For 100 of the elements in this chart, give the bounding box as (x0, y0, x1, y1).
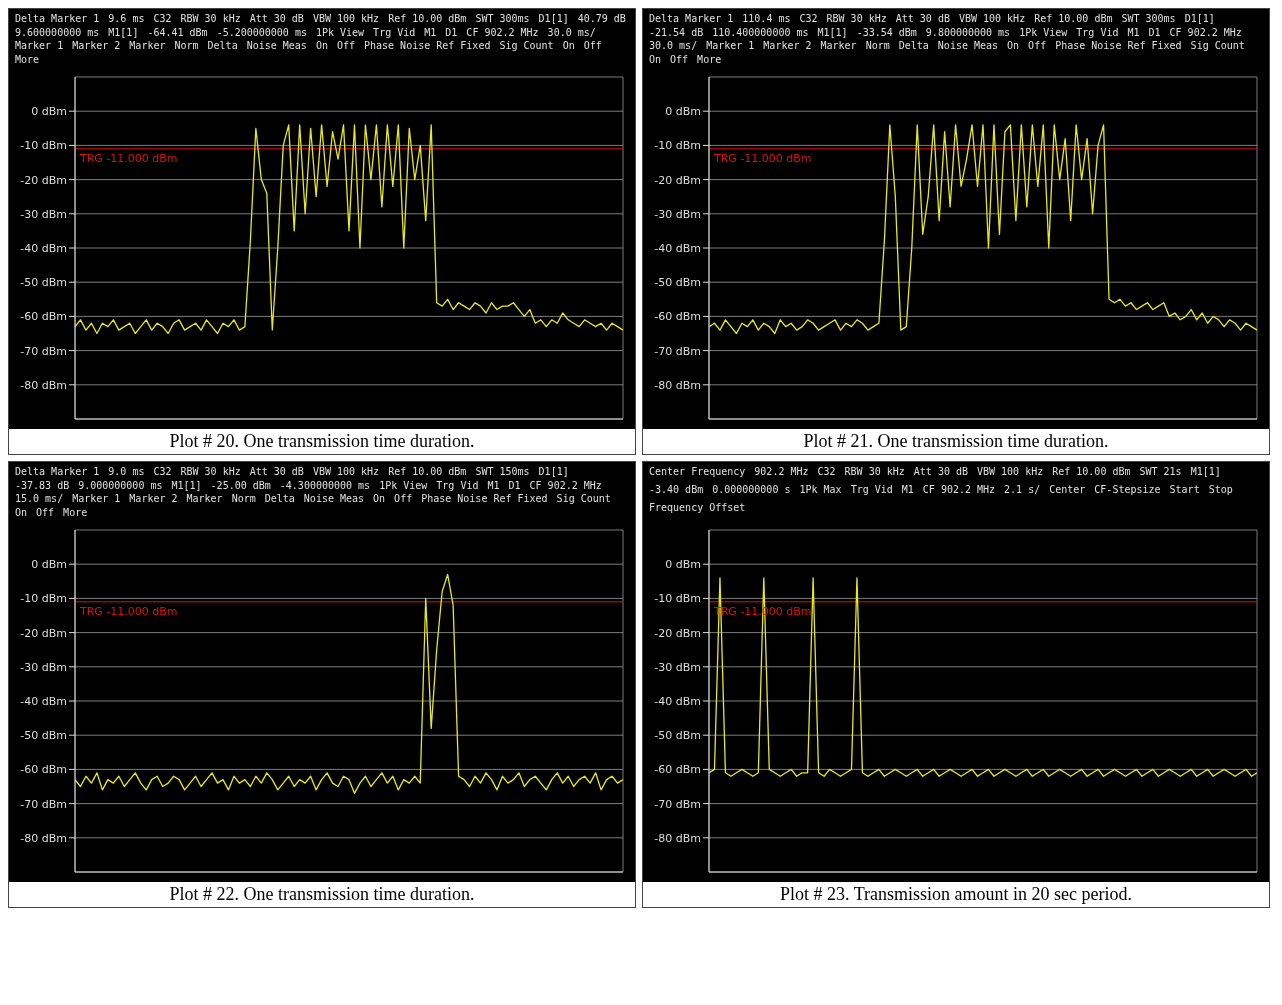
text: More (697, 53, 722, 65)
text: 2.1 s/ (1004, 484, 1041, 497)
y-tick-label: -20 dBm (20, 626, 67, 640)
text: Ref 10.00 dBm (1052, 466, 1131, 479)
text: Marker 2 (72, 40, 121, 52)
text: 1Pk View (1019, 26, 1068, 38)
y-tick-label: -10 dBm (654, 592, 701, 606)
text: Norm (174, 40, 199, 52)
text: RBW 30 kHz (180, 466, 241, 478)
text: 1Pk View (379, 479, 428, 491)
text: Frequency Offset (649, 502, 746, 515)
text: 9.800000000 ms (925, 26, 1011, 38)
y-tick-label: -70 dBm (20, 797, 67, 811)
text: -4.300000000 ms (279, 479, 371, 491)
text: Marker (820, 40, 857, 52)
text: Norm (865, 40, 890, 52)
y-tick-label: -20 dBm (654, 626, 701, 640)
text: Marker (129, 40, 166, 52)
text: Stop (1208, 484, 1233, 497)
text: Noise Meas (246, 40, 307, 52)
ref-line-label: TRG -11.000 dBm (79, 151, 178, 165)
text: D1[1] (1184, 13, 1215, 25)
text: SWT 150ms (475, 466, 530, 478)
y-tick-label: -60 dBm (20, 310, 67, 324)
text: Delta (898, 40, 929, 52)
text: D1 (445, 26, 458, 38)
text: Trg Vid (1076, 26, 1119, 38)
y-tick-label: -30 dBm (20, 660, 67, 674)
text: Phase Noise Ref Fixed (364, 40, 491, 52)
text: 15.0 ms/ (15, 493, 64, 505)
text: On (649, 53, 662, 65)
y-tick-label: -80 dBm (654, 378, 701, 392)
text: M1[1] (1190, 466, 1221, 479)
line-series (75, 573, 623, 794)
text: D1[1] (538, 13, 569, 25)
y-tick-label: -20 dBm (654, 173, 701, 187)
text: RBW 30 kHz (180, 13, 241, 25)
text: Center (1049, 484, 1086, 497)
text: Att 30 dB (249, 13, 304, 25)
line-series (709, 577, 1257, 777)
text: 30.0 ms/ (649, 40, 698, 52)
text: On (315, 40, 328, 52)
y-tick-label: -10 dBm (20, 592, 67, 606)
text: -64.41 dBm (147, 26, 208, 38)
text: C32 (817, 466, 836, 479)
text: Start (1169, 484, 1200, 497)
text: 0.000000000 s (712, 484, 791, 497)
text: SWT 21s (1139, 466, 1182, 479)
line-series (75, 124, 623, 335)
y-tick-label: -20 dBm (20, 173, 67, 187)
text: SWT 300ms (1121, 13, 1176, 25)
text: Trg Vid (436, 479, 479, 491)
text: -3.40 dBm (649, 484, 704, 497)
text: M1 (1127, 26, 1140, 38)
text: D1[1] (538, 466, 569, 478)
text: More (63, 506, 88, 518)
text: Att 30 dB (913, 466, 968, 479)
text: Off (583, 40, 602, 52)
text: M1[1] (108, 26, 139, 38)
text: Phase Noise Ref Fixed (421, 493, 548, 505)
text: More (15, 53, 40, 65)
text: VBW 100 kHz (976, 466, 1044, 479)
text: Phase Noise Ref Fixed (1055, 40, 1182, 52)
text: 9.0 ms (108, 466, 145, 478)
text: Delta Marker 1 (649, 13, 734, 25)
text: D1 (508, 479, 521, 491)
text: -5.200000000 ms (216, 26, 307, 38)
text: Trg Vid (373, 26, 416, 38)
y-tick-label: -80 dBm (20, 378, 67, 392)
text: Off (394, 493, 413, 505)
line-series (709, 124, 1257, 335)
text: Plot # 23. Transmission amount in 20 sec period. (643, 882, 1269, 907)
text: 1Pk Max (799, 484, 842, 497)
y-tick-label: -50 dBm (20, 729, 67, 743)
text: -25.00 dBm (210, 479, 271, 491)
text: Marker 2 (763, 40, 812, 52)
text: Delta Marker 1 (15, 466, 100, 478)
text: RBW 30 kHz (844, 466, 905, 479)
text: 30.0 ms/ (547, 26, 596, 38)
text: VBW 100 kHz (312, 13, 380, 25)
text: 9.000000000 ms (78, 479, 163, 491)
text: 110.400000000 ms (712, 26, 809, 38)
text: Off (336, 40, 355, 52)
text: -21.54 dB (649, 26, 704, 38)
text: C32 (153, 13, 172, 25)
text: Center Frequency (649, 466, 746, 479)
text: 110.4 ms (742, 13, 791, 25)
text: CF 902.2 MHz (1169, 26, 1242, 38)
text: 1Pk View (315, 26, 365, 38)
y-tick-label: -40 dBm (20, 241, 67, 255)
y-tick-label: -70 dBm (20, 344, 67, 358)
text: SWT 300ms (475, 13, 530, 25)
text: Noise Meas (937, 40, 999, 52)
text: Norm (231, 493, 256, 505)
text: Delta (207, 40, 238, 52)
y-tick-label: -50 dBm (20, 276, 67, 290)
text: Sig Count (556, 493, 611, 505)
text: C32 (799, 13, 818, 25)
text: M1[1] (817, 26, 848, 38)
y-tick-label: -60 dBm (654, 763, 701, 777)
